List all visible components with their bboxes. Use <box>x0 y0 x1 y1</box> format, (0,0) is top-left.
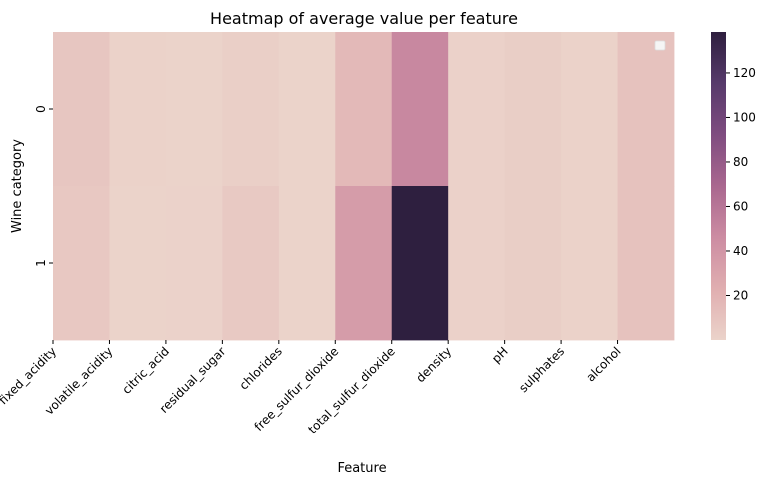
heatmap-cell-1-residual-sugar <box>222 186 280 341</box>
heatmap-cell-0-chlorides <box>278 32 336 187</box>
heatmap-cell-1-alcohol <box>617 186 675 341</box>
colorbar: 20 40 60 80 100 120 <box>711 32 756 340</box>
colorbar-gradient <box>711 32 726 340</box>
colorbar-tick-label: 60 <box>733 200 748 214</box>
heatmap-cell-1-total-sulfur-dioxide <box>391 186 449 341</box>
y-tick-label-0: 0 <box>34 105 48 113</box>
x-tick-label-alcohol: alcohol <box>583 344 623 384</box>
colorbar-tick-label: 20 <box>733 289 748 303</box>
heatmap-cell-0-fixed-acidity <box>53 32 110 187</box>
heatmap-cell-0-pH <box>504 32 562 187</box>
y-tick-label-1: 1 <box>34 259 48 267</box>
legend-box <box>654 40 666 51</box>
x-tick-label-chlorides: chlorides <box>237 344 285 392</box>
heatmap-cell-0-volatile-acidity <box>109 32 167 187</box>
colorbar-tick-label: 120 <box>733 66 756 80</box>
heatmap-cell-0-density <box>448 32 506 187</box>
y-axis-ticks: 01 <box>34 105 53 267</box>
heatmap-cell-1-volatile-acidity <box>109 186 167 341</box>
colorbar-ticks: 20 40 60 80 100 120 <box>726 66 756 303</box>
heatmap-cell-1-fixed-acidity <box>53 186 110 341</box>
x-tick-label-pH: pH <box>489 344 511 366</box>
heatmap-cell-0-sulphates <box>561 32 618 187</box>
y-axis-label: Wine category <box>10 139 25 233</box>
heatmap-cell-1-density <box>448 186 506 341</box>
heatmap-cells <box>53 32 675 341</box>
x-tick-label-citric-acid: citric_acid <box>119 344 172 397</box>
x-tick-label-sulphates: sulphates <box>516 344 567 395</box>
x-tick-label-fixed-acidity: fixed_acidity <box>0 344 59 407</box>
heatmap-cell-1-free-sulfur-dioxide <box>335 186 393 341</box>
heatmap-cell-0-residual-sugar <box>222 32 280 187</box>
heatmap-cell-0-free-sulfur-dioxide <box>335 32 393 187</box>
colorbar-tick-label: 100 <box>733 111 756 125</box>
colorbar-tick-label: 80 <box>733 155 748 169</box>
heatmap-cell-0-alcohol <box>617 32 675 187</box>
heatmap-cell-0-total-sulfur-dioxide <box>391 32 449 187</box>
heatmap-cell-1-chlorides <box>278 186 336 341</box>
heatmap-cell-1-pH <box>504 186 562 341</box>
x-axis-label: Feature <box>337 461 386 476</box>
chart-title: Heatmap of average value per feature <box>210 9 518 28</box>
heatmap-cell-0-citric-acid <box>165 32 223 187</box>
colorbar-tick-label: 40 <box>733 244 748 258</box>
x-tick-label-density: density <box>413 344 454 385</box>
heatmap-cell-1-citric-acid <box>165 186 223 341</box>
heatmap-cell-1-sulphates <box>561 186 618 341</box>
